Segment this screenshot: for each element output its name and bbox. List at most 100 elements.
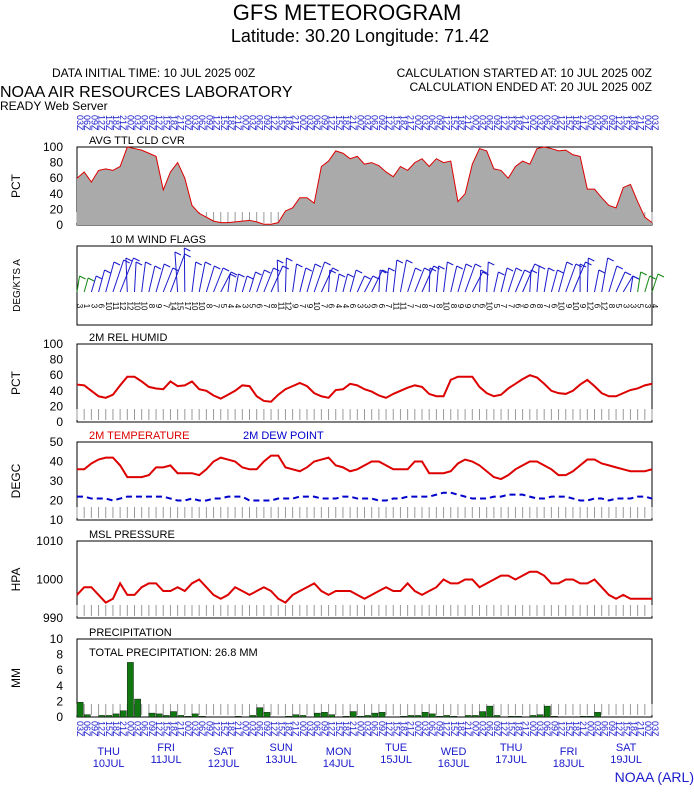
day-of-week: MON: [326, 746, 352, 758]
wind-barb: [321, 268, 332, 292]
wind-barb: [372, 270, 383, 292]
wind-barb-flag: [625, 272, 631, 275]
wind-barb: [559, 262, 567, 292]
pres-ytick: 990: [43, 611, 63, 625]
precip-bar: [120, 711, 126, 717]
precip-ytick: 8: [56, 648, 63, 662]
wind-barb-flag: [136, 262, 142, 265]
wind-barb: [293, 264, 297, 292]
wind-title: 10 M WIND FLAGS: [110, 234, 206, 246]
top-hour-labels: 03Z06Z09Z12Z15Z18Z21Z00Z03Z06Z09Z12Z15Z1…: [75, 115, 660, 131]
wind-barb-flag: [525, 270, 531, 273]
precip-bar: [99, 715, 105, 717]
wind-barb-flag: [277, 260, 283, 263]
wind-barb: [285, 258, 286, 292]
wind-barb: [277, 260, 278, 292]
wind-barb: [329, 270, 330, 292]
precip-bar: [551, 716, 557, 717]
precip-bar: [444, 715, 450, 717]
rh-ytick: 40: [50, 384, 64, 398]
wind-barb: [357, 276, 364, 292]
wind-barb-flag: [145, 262, 151, 265]
precip-bar: [185, 716, 191, 717]
wind-barb: [494, 272, 499, 292]
precip-bar: [113, 714, 119, 717]
wind-barb: [451, 266, 457, 292]
precip-bar: [77, 702, 83, 717]
wind-barb-flag: [175, 252, 181, 255]
day-date: 11JUL: [151, 754, 182, 766]
wind-barb-flag: [325, 262, 331, 265]
temp-ylabel: DEGC: [9, 463, 23, 498]
wind-barb: [465, 264, 475, 292]
precip-bar: [343, 716, 349, 717]
precip-bar: [285, 716, 291, 717]
precip-bar: [587, 716, 593, 717]
wind-barb: [175, 252, 178, 292]
wind-barb: [551, 270, 557, 292]
precip-bar: [422, 712, 428, 717]
precip-bar: [580, 716, 586, 717]
precip-bar: [595, 712, 601, 717]
wind-barb-flag: [297, 264, 303, 267]
wind-barb-flag: [498, 272, 504, 275]
precip-ytick: 6: [56, 663, 63, 677]
bottom-axis: 03Z06Z09Z12Z15Z18Z21Z00Z03Z06Z09Z12Z15Z1…: [75, 721, 660, 770]
precip-bar: [451, 716, 457, 717]
wind-barb-flag: [633, 276, 639, 279]
precip-ytick: 0: [56, 710, 63, 724]
wind-barb-flag: [406, 260, 412, 263]
wind-barb: [142, 262, 146, 292]
wind-barb: [379, 270, 380, 292]
pres-ylabel: HPA: [9, 568, 23, 592]
precip-bar: [408, 715, 414, 717]
precip-bar: [350, 712, 356, 717]
wind-barb-flag: [286, 258, 292, 261]
wind-ylabel: DEG/KTS A: [12, 259, 23, 312]
precip-total: TOTAL PRECIPITATION: 26.8 MM: [89, 647, 258, 659]
wind-barb: [480, 270, 481, 292]
wind-barb-flag: [214, 266, 220, 269]
wind-barb-flag: [348, 274, 354, 277]
init-time: DATA INITIAL TIME: 10 JUL 2025 00Z: [52, 66, 255, 80]
precip-bar: [199, 716, 205, 717]
day-of-week: THU: [97, 746, 120, 758]
precip-bar: [400, 716, 406, 717]
rh-ytick: 60: [50, 368, 64, 382]
wind-barb-flag: [315, 264, 321, 267]
page-title: GFS METEOROGRAM: [233, 0, 462, 25]
precip-ylabel: MM: [9, 668, 23, 688]
wind-barb: [242, 276, 247, 292]
wind-barb: [393, 260, 397, 292]
precip-bar: [379, 712, 385, 717]
temp-legend-dewpoint: 2M DEW POINT: [243, 430, 324, 442]
wind-barb: [206, 266, 214, 292]
precip-bar: [170, 712, 176, 717]
calc-started: CALCULATION STARTED AT: 10 JUL 2025 00Z: [397, 66, 652, 80]
precip-bar: [436, 716, 442, 717]
wind-barb: [350, 270, 356, 292]
wind-barb: [149, 266, 155, 292]
wind-barb: [595, 270, 599, 292]
wind-barb-flag: [306, 268, 312, 271]
precip-bar: [508, 716, 514, 717]
wind-barb-flag: [238, 274, 244, 277]
rh-ytick: 80: [50, 353, 64, 367]
day-of-week: TUE: [385, 742, 407, 754]
wind-barb: [638, 272, 641, 292]
day-of-week: WED: [441, 746, 467, 758]
pres-ytick: 1000: [36, 573, 63, 587]
rh-series-line: [77, 375, 652, 402]
day-date: 16JUL: [438, 758, 470, 770]
day-date: 17JUL: [495, 754, 527, 766]
wind-barb-flag: [184, 248, 190, 251]
wind-barb-flag: [557, 270, 563, 273]
wind-barb-flag: [397, 260, 403, 263]
temp-series-line: [77, 493, 652, 501]
wind-speed-label: 4: [650, 304, 659, 309]
wind-barb: [91, 276, 96, 292]
top-hour-label: 03Z: [650, 115, 660, 131]
wind-barb-flag: [333, 268, 339, 271]
day-of-week: SUN: [270, 742, 293, 754]
wind-barb-flag: [650, 276, 656, 279]
